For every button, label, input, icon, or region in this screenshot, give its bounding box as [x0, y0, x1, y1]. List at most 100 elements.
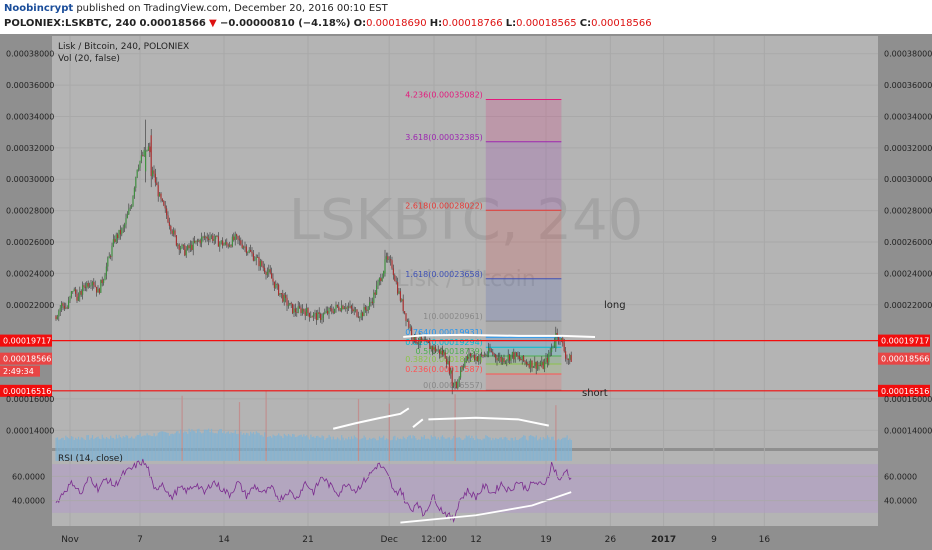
- candle-body: [279, 293, 281, 296]
- volume-bar: [555, 405, 557, 461]
- candle-body: [566, 358, 568, 360]
- candle-body: [226, 242, 228, 245]
- candle-body: [411, 327, 413, 336]
- candle-body: [240, 240, 242, 245]
- volume-bar: [437, 437, 439, 461]
- volume-bar: [258, 433, 260, 461]
- volume-bar: [273, 435, 276, 461]
- volume-bar: [94, 437, 96, 461]
- candle-body: [209, 236, 211, 241]
- candle-body: [310, 316, 312, 318]
- candle-body: [89, 285, 91, 287]
- volume-mark-drawing[interactable]: [412, 418, 424, 428]
- volume-bar: [306, 435, 308, 461]
- volume-bar: [419, 439, 421, 461]
- candle-body: [245, 246, 247, 253]
- rsi-tick-label: 40.0000: [884, 497, 917, 506]
- candle-body: [187, 245, 189, 250]
- last-price-tag: [0, 352, 52, 365]
- volume-bar: [195, 433, 197, 461]
- volume-bar: [461, 440, 463, 461]
- candle-body: [541, 361, 543, 366]
- candle-body: [192, 241, 194, 250]
- rsi-trendline-drawing[interactable]: [400, 491, 572, 524]
- volume-bar: [72, 436, 74, 461]
- volume-bar: [304, 436, 306, 461]
- volume-bar: [458, 437, 460, 461]
- candle-body: [422, 339, 424, 341]
- candle-body: [467, 356, 469, 359]
- volume-bar: [97, 436, 99, 461]
- volume-bar: [111, 437, 113, 461]
- volume-bar: [362, 438, 364, 461]
- volume-bar: [170, 433, 172, 461]
- volume-bar: [411, 438, 413, 461]
- candle-body: [507, 354, 509, 360]
- candle-body: [489, 347, 491, 352]
- volume-bar: [132, 438, 134, 461]
- volume-bar: [369, 437, 371, 461]
- volume-bar: [444, 438, 446, 461]
- candle-body: [91, 282, 93, 286]
- candle-body: [342, 305, 344, 309]
- volume-bar: [143, 435, 145, 461]
- candle-body: [429, 342, 431, 349]
- volume-bar: [212, 432, 214, 461]
- candle-body: [542, 361, 544, 369]
- volume-bar: [59, 439, 61, 461]
- fib-zone: [485, 321, 562, 338]
- volume-trend-drawing[interactable]: [332, 407, 410, 430]
- candle-body: [101, 279, 103, 284]
- price-chart[interactable]: LSKBTC, 240 Lisk / Bitcoin 4.236(0.00035…: [0, 34, 932, 550]
- resistance-drawing[interactable]: [403, 333, 596, 338]
- candle-body: [315, 312, 317, 320]
- time-tick-label: 21: [302, 535, 313, 545]
- annotation-short[interactable]: short: [582, 388, 608, 399]
- candle-body: [161, 198, 163, 201]
- volume-bar: [559, 440, 561, 461]
- volume-bar: [209, 432, 211, 461]
- chart-header: Noobincrypt published on TradingView.com…: [0, 0, 932, 34]
- volume-bar: [86, 435, 88, 461]
- candle-body: [374, 292, 376, 295]
- volume-bar: [181, 395, 183, 461]
- volume-bar: [184, 431, 186, 461]
- volume-bar: [479, 439, 481, 461]
- candle-body: [156, 182, 158, 186]
- volume-bar: [61, 438, 63, 461]
- chart-title: Lisk / Bitcoin, 240, POLONIEX: [58, 42, 189, 52]
- volume-bar: [453, 435, 455, 461]
- volume-bar: [556, 439, 558, 461]
- candle-body: [475, 356, 477, 360]
- candle-body: [243, 246, 245, 248]
- volume-bar: [252, 432, 255, 461]
- candle-body: [369, 302, 371, 307]
- candle-body: [363, 306, 365, 317]
- author-name[interactable]: Noobincrypt: [4, 3, 74, 14]
- volume-bar: [278, 433, 280, 461]
- candle-body: [362, 312, 364, 317]
- annotation-long[interactable]: long: [604, 300, 626, 311]
- candle-body: [73, 289, 75, 292]
- candle-body: [460, 370, 462, 378]
- candle-body: [485, 354, 487, 356]
- volume-bar: [339, 440, 341, 461]
- candle-body: [126, 214, 128, 219]
- time-axis[interactable]: [52, 528, 878, 550]
- candle-body: [154, 173, 156, 183]
- candle-body: [229, 245, 231, 247]
- volume-range-drawing[interactable]: [428, 416, 549, 427]
- volume-bar: [327, 437, 329, 461]
- volume-bar: [205, 429, 207, 461]
- candle-body: [570, 354, 572, 362]
- candle-body: [517, 356, 519, 357]
- candle-body: [254, 259, 256, 261]
- volume-bar: [324, 439, 326, 461]
- candle-body: [321, 317, 323, 320]
- candle-body: [173, 230, 175, 234]
- volume-bar: [413, 436, 416, 461]
- volume-bar: [96, 437, 98, 461]
- volume-bar: [482, 438, 484, 461]
- candle-body: [294, 308, 296, 313]
- volume-bar: [338, 438, 340, 461]
